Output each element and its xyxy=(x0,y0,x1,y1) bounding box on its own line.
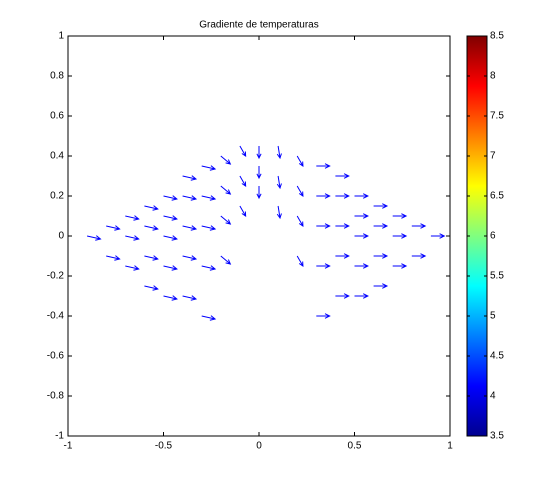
chart-title: Gradiente de temperaturas xyxy=(199,20,319,31)
y-tick-label: 0.4 xyxy=(50,151,64,162)
arrow xyxy=(430,233,446,239)
arrow xyxy=(163,295,178,301)
arrow xyxy=(316,223,331,229)
arrow xyxy=(125,215,140,221)
y-tick-label: -0.6 xyxy=(47,351,65,362)
arrow xyxy=(239,205,247,217)
arrow xyxy=(201,225,217,231)
arrow xyxy=(354,213,369,219)
x-tick-label: -0.5 xyxy=(155,441,173,452)
arrow xyxy=(182,255,198,261)
arrow xyxy=(163,235,178,241)
colorbar-tick-label: 6.5 xyxy=(490,191,504,202)
arrow xyxy=(239,175,247,187)
arrow xyxy=(106,225,121,231)
arrow xyxy=(182,175,198,181)
arrow xyxy=(182,295,198,301)
arrow xyxy=(163,215,178,221)
arrow xyxy=(201,195,217,201)
x-tick-label: 0 xyxy=(256,441,262,452)
arrow xyxy=(296,155,304,167)
arrow xyxy=(392,263,408,269)
y-tick-label: 1 xyxy=(58,31,64,42)
arrow xyxy=(316,263,331,269)
colorbar-tick-label: 5 xyxy=(490,311,496,322)
arrow xyxy=(316,193,331,199)
arrow xyxy=(125,235,140,241)
arrow xyxy=(296,255,304,267)
y-tick-label: 0.6 xyxy=(50,111,64,122)
arrow xyxy=(182,195,198,201)
arrow xyxy=(354,293,369,299)
arrow xyxy=(86,235,102,241)
y-tick-label: 0.2 xyxy=(50,191,64,202)
arrow xyxy=(163,195,178,201)
arrow xyxy=(392,233,408,239)
x-tick-label: 1 xyxy=(447,441,453,452)
arrow xyxy=(106,255,121,261)
arrow xyxy=(144,225,159,231)
y-tick-label: -0.8 xyxy=(47,391,65,402)
x-tick-label: -1 xyxy=(64,441,73,452)
y-tick-label: -1 xyxy=(55,431,64,442)
arrow xyxy=(163,265,178,271)
colorbar-tick-label: 3.5 xyxy=(490,431,504,442)
arrow xyxy=(125,265,140,271)
arrow xyxy=(354,263,369,269)
x-tick-label: 0.5 xyxy=(348,441,362,452)
arrow xyxy=(411,253,427,259)
colorbar-tick-label: 4 xyxy=(490,391,496,402)
y-tick-label: -0.2 xyxy=(47,271,65,282)
arrow xyxy=(276,175,282,190)
arrow xyxy=(201,165,217,171)
arrow xyxy=(373,253,389,259)
y-tick-label: 0.8 xyxy=(50,71,64,82)
colorbar-tick-label: 8.5 xyxy=(490,31,504,42)
colorbar-tick-label: 4.5 xyxy=(490,351,504,362)
colorbar-tick-label: 6 xyxy=(490,231,496,242)
colorbar-tick-label: 5.5 xyxy=(490,271,504,282)
arrow xyxy=(354,233,369,239)
arrow xyxy=(201,265,217,271)
arrow xyxy=(411,223,427,229)
arrow xyxy=(296,185,304,197)
arrow xyxy=(256,146,262,160)
arrow xyxy=(296,215,304,227)
arrow xyxy=(220,155,232,165)
arrow xyxy=(144,205,159,211)
arrow xyxy=(316,163,331,169)
arrow xyxy=(354,193,369,199)
arrow xyxy=(220,255,232,265)
arrow xyxy=(256,166,262,180)
arrow xyxy=(220,215,232,225)
y-tick-label: 0 xyxy=(58,231,64,242)
arrow xyxy=(201,315,217,321)
arrow xyxy=(373,223,389,229)
arrow xyxy=(335,253,350,259)
y-tick-label: -0.4 xyxy=(47,311,65,322)
arrow xyxy=(335,293,350,299)
arrow xyxy=(256,186,262,200)
arrow xyxy=(373,283,389,289)
arrow xyxy=(144,255,159,261)
colorbar-tick-label: 7.5 xyxy=(490,111,504,122)
arrow xyxy=(335,223,350,229)
arrow xyxy=(144,285,159,291)
arrow xyxy=(316,313,331,319)
arrow xyxy=(239,145,247,157)
arrow xyxy=(335,193,350,199)
colorbar-tick-label: 7 xyxy=(490,151,496,162)
arrow xyxy=(276,205,282,220)
arrow xyxy=(182,225,198,231)
arrow xyxy=(335,173,350,179)
arrow xyxy=(276,145,282,160)
colorbar-tick-label: 8 xyxy=(490,71,496,82)
arrow xyxy=(220,185,232,195)
arrow xyxy=(373,203,389,209)
arrow xyxy=(392,213,408,219)
